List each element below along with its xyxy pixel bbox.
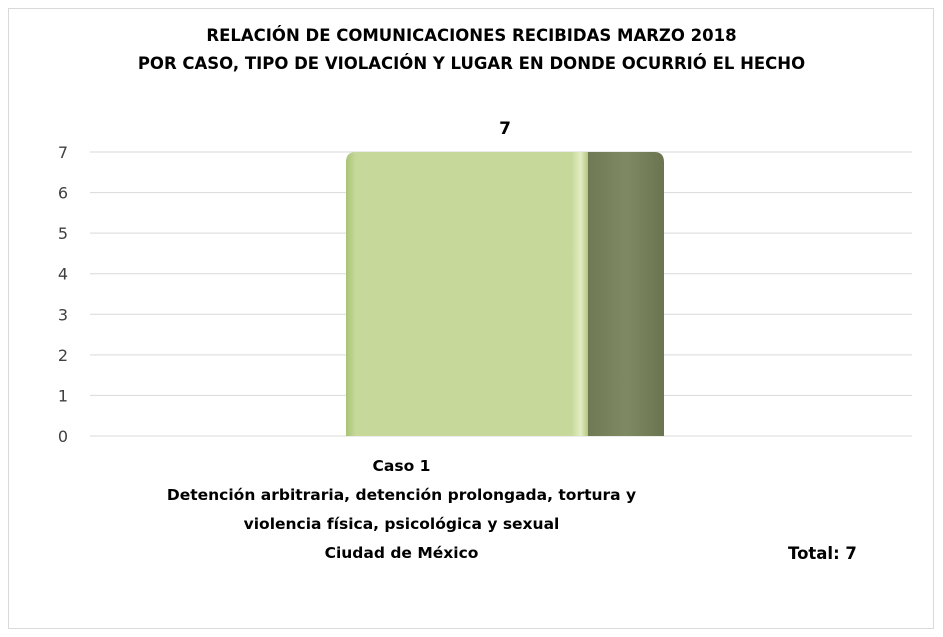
chart-title-line-2: POR CASO, TIPO DE VIOLACIÓN Y LUGAR EN D…: [137, 54, 806, 73]
y-tick-label-4: 4: [58, 265, 68, 284]
y-tick-label-2: 2: [58, 346, 68, 365]
y-tick-label-6: 6: [58, 184, 68, 203]
category-label-place: Ciudad de México: [324, 544, 479, 562]
y-tick-label-5: 5: [58, 224, 68, 243]
data-label-1: 7: [499, 119, 511, 139]
category-label-violation-line-1: Detención arbitraria, detención prolonga…: [166, 486, 637, 504]
bar-front-1: [346, 152, 588, 436]
y-tick-label-3: 3: [58, 305, 68, 324]
total-label: Total: 7: [788, 544, 857, 563]
y-tick-label-1: 1: [58, 386, 68, 405]
bar-side-1: [588, 152, 664, 436]
category-label-violation-line-2: violencia física, psicológica y sexual: [243, 515, 560, 533]
y-tick-label-0: 0: [58, 427, 68, 446]
category-label-case: Caso 1: [372, 457, 431, 475]
chart-title-line-1: RELACIÓN DE COMUNICACIONES RECIBIDAS MAR…: [206, 26, 737, 45]
y-tick-label-7: 7: [58, 143, 68, 162]
